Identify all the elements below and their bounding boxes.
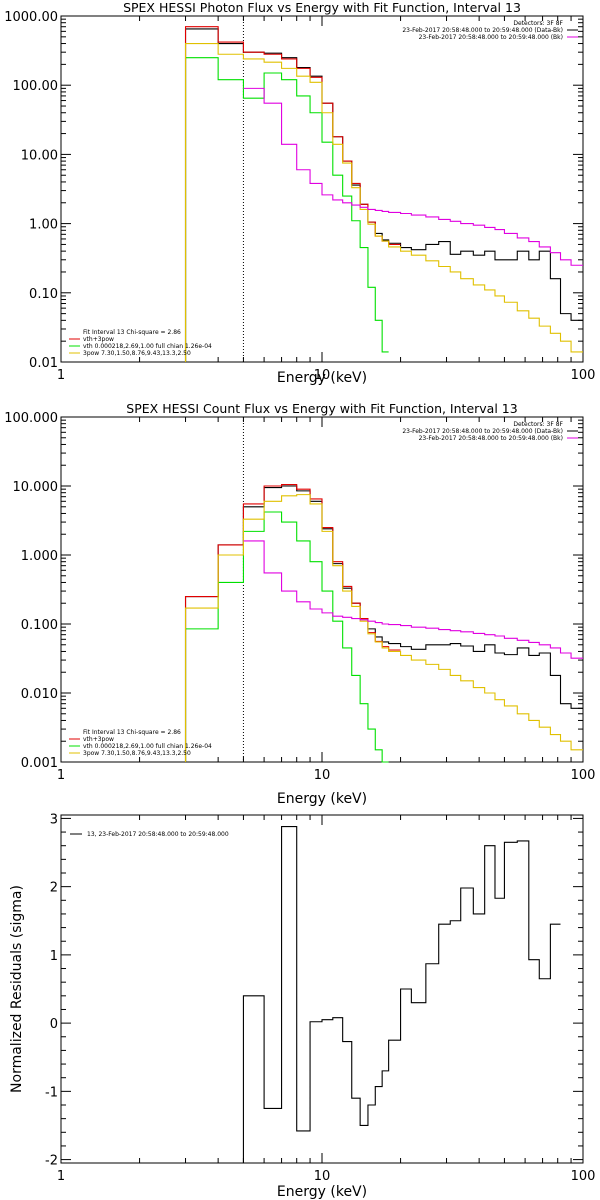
y-tick-label: 1	[50, 949, 58, 964]
legend-top-entry: 23-Feb-2017 20:58:48.000 to 20:59:48.000…	[419, 34, 563, 41]
chart-title: SPEX HESSI Count Flux vs Energy with Fit…	[126, 401, 517, 416]
series-group	[184, 483, 583, 763]
legend-bottom: Fit Interval 13 Chi-square = 2.86vth+3po…	[69, 329, 212, 357]
series-data-bk-line	[184, 28, 583, 362]
y-tick-label: 1000.00	[4, 10, 58, 25]
x-axis-label: Energy (keV)	[277, 1184, 367, 1200]
series-bk-line	[243, 87, 583, 266]
x-tick-label: 100	[571, 768, 596, 783]
y-axis-label: Normalized Residuals (sigma)	[9, 885, 25, 1093]
x-tick-label: 10	[314, 368, 331, 383]
x-axis-label: Energy (keV)	[277, 791, 367, 807]
y-tick-label: 3	[50, 812, 58, 827]
y-tick-label: 100.000	[4, 411, 58, 426]
legend-top-entry: 23-Feb-2017 20:58:48.000 to 20:59:48.000…	[402, 27, 563, 34]
y-tick-label: 10.000	[13, 480, 59, 495]
y-tick-label: 1.000	[21, 549, 58, 564]
x-tick-label: 1	[57, 1169, 65, 1184]
legend-top-left: 13, 23-Feb-2017 20:58:48.000 to 20:59:48…	[70, 831, 229, 838]
y-tick-label: 0.100	[21, 618, 58, 633]
legend-bottom-entry: vth+3pow	[83, 736, 114, 743]
series-3pow-line	[184, 42, 583, 362]
y-tick-label: 1.00	[29, 218, 58, 233]
y-tick-label: 10.00	[21, 148, 58, 163]
y-tick-label: 2	[50, 881, 58, 896]
legend-bottom-entry: vth+3pow	[83, 336, 114, 343]
x-tick-label: 10	[314, 1169, 331, 1184]
y-tick-label: 0.01	[29, 356, 58, 371]
series-bk-line	[243, 540, 583, 659]
legend-bottom-entry: Fit Interval 13 Chi-square = 2.86	[83, 729, 181, 736]
x-tick-label: 10	[314, 768, 331, 783]
series-vth-line	[184, 511, 389, 763]
y-tick-label: 100.00	[13, 79, 59, 94]
x-tick-label: 1	[57, 368, 65, 383]
legend-bottom-entry: vth 0.000218,2.69,1.00 full chian 1.26e-…	[83, 743, 212, 750]
legend-bottom-entry: Fit Interval 13 Chi-square = 2.86	[83, 329, 181, 336]
chart-title: SPEX HESSI Photon Flux vs Energy with Fi…	[123, 0, 521, 15]
y-tick-label: 0	[50, 1017, 58, 1032]
series-residuals-line	[242, 826, 561, 1163]
legend-top-left-entry: 13, 23-Feb-2017 20:58:48.000 to 20:59:48…	[87, 831, 229, 838]
legend-top-entry: 23-Feb-2017 20:58:48.000 to 20:59:48.000…	[419, 435, 563, 442]
series-group	[184, 26, 583, 362]
legend-bottom-entry: 3pow 7.30,1.50,8.76,9.43,13.3,2.50	[83, 750, 191, 757]
y-tick-label: -2	[45, 1154, 58, 1169]
legend-top-entry: 23-Feb-2017 20:58:48.000 to 20:59:48.000…	[402, 428, 563, 435]
series-group	[242, 826, 561, 1163]
legend-bottom-entry: vth 0.000218,2.69,1.00 full chian 1.26e-…	[83, 343, 212, 350]
x-axis-label: Energy (keV)	[277, 370, 367, 386]
x-tick-label: 100	[571, 1169, 596, 1184]
series-3pow-line	[184, 494, 583, 762]
y-tick-label: 0.010	[21, 687, 58, 702]
series-vth-line	[184, 57, 389, 362]
y-tick-label: 0.10	[29, 287, 58, 302]
x-tick-label: 1	[57, 768, 65, 783]
legend-top-entry: Detectors: 3F 8F	[513, 20, 563, 27]
y-tick-label: -1	[45, 1085, 58, 1100]
legend-top-entry: Detectors: 3F 8F	[513, 421, 563, 428]
legend-bottom: Fit Interval 13 Chi-square = 2.86vth+3po…	[69, 729, 212, 757]
chart-panel-2: SPEX HESSI Count Flux vs Energy with Fit…	[4, 401, 595, 807]
y-tick-label: 0.001	[21, 756, 58, 771]
x-tick-label: 100	[571, 368, 596, 383]
legend-bottom-entry: 3pow 7.30,1.50,8.76,9.43,13.3,2.50	[83, 350, 191, 357]
chart-panel-1: SPEX HESSI Photon Flux vs Energy with Fi…	[4, 0, 595, 386]
